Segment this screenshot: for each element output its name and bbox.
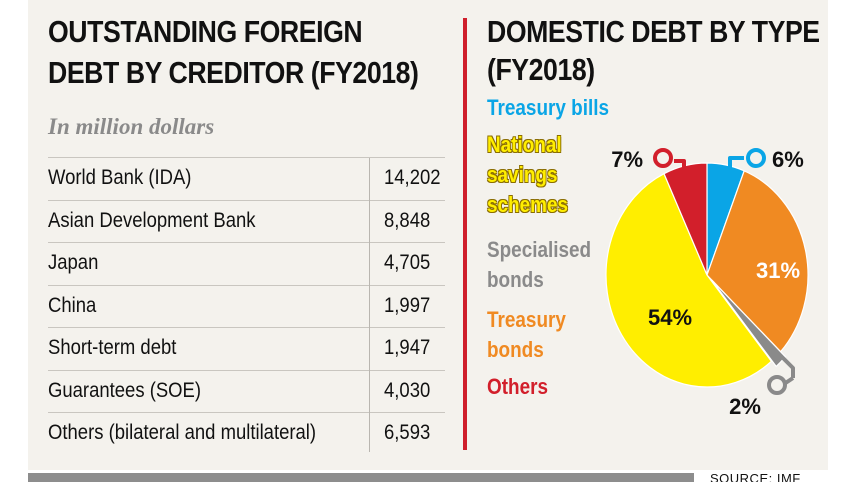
table-title-line-1: OUTSTANDING FOREIGN	[48, 14, 363, 49]
legend-label: bonds	[487, 267, 544, 292]
legend-entry: National savings schemes	[487, 130, 568, 220]
legend-entry: Treasury bills	[487, 93, 609, 123]
leader-line	[782, 376, 795, 386]
table-title-line-2: DEBT BY CREDITOR (FY2018)	[48, 55, 419, 90]
creditor-label: Guarantees (SOE)	[48, 378, 202, 402]
creditor-label: Short-term debt	[48, 336, 177, 359]
legend-label: Specialised	[487, 237, 592, 262]
legend-label: National	[487, 132, 562, 157]
table-row-divider	[48, 412, 445, 413]
creditor-value: 4,030	[384, 378, 431, 402]
creditor-value: 1,997	[384, 293, 431, 317]
table-row: World Bank (IDA) 14,202	[48, 157, 445, 199]
legend-entry: Others	[487, 372, 548, 402]
creditor-label: Others (bilateral and multilateral)	[48, 421, 317, 444]
table-row-divider	[48, 242, 445, 243]
creditor-label: World Bank (IDA)	[48, 166, 192, 189]
legend-entry: Treasury bonds	[487, 305, 566, 365]
legend-entry: Specialised bonds	[487, 235, 591, 295]
table-row: Others (bilateral and multilateral) 6,593	[48, 412, 445, 454]
table-row-divider	[48, 327, 445, 328]
table-row: China 1,997	[48, 285, 445, 327]
source-note: SOURCE: IMF	[710, 471, 801, 482]
table-row: Short-term debt 1,947	[48, 327, 445, 369]
table-row: Guarantees (SOE) 4,030	[48, 370, 445, 412]
leader-line	[674, 159, 686, 186]
slice-percent-label: 7%	[611, 147, 643, 172]
creditor-label: China	[48, 293, 97, 317]
table-column-separator	[369, 158, 370, 452]
table-row-divider	[48, 199, 445, 201]
footer-bar	[28, 473, 694, 482]
creditor-value: 8,848	[384, 208, 431, 232]
table-row-divider	[48, 157, 445, 158]
table-row-divider	[48, 369, 445, 371]
pie-slice	[706, 170, 809, 353]
creditor-value: 1,947	[384, 336, 431, 359]
slice-percent-label: 2%	[729, 394, 761, 419]
slice-percent-label: 6%	[772, 147, 804, 172]
creditor-label: Japan	[48, 251, 99, 274]
table-row-divider	[48, 284, 445, 286]
table-row: Asian Development Bank 8,848	[48, 200, 445, 242]
leader-marker	[653, 148, 673, 168]
legend-label: Treasury	[487, 307, 566, 332]
table-row: Japan 4,705	[48, 242, 445, 284]
pie-title-line-1: DOMESTIC DEBT BY TYPE	[487, 14, 820, 49]
creditor-value: 14,202	[384, 166, 441, 189]
creditor-value: 6,593	[384, 421, 431, 444]
slice-percent-label: 31%	[756, 258, 800, 283]
leader-line	[728, 156, 744, 186]
leader-line	[781, 356, 795, 378]
pie-slice	[605, 172, 773, 388]
legend-label: savings	[487, 162, 558, 187]
leader-marker	[767, 375, 787, 395]
legend-label: bonds	[487, 337, 544, 362]
creditor-value: 4,705	[384, 251, 431, 274]
legend-label: Treasury bills	[487, 95, 609, 120]
table-subtitle: In million dollars	[48, 114, 215, 139]
pie-slice	[711, 279, 787, 368]
creditor-label: Asian Development Bank	[48, 208, 256, 232]
leader-marker	[746, 148, 766, 168]
legend-label: schemes	[487, 192, 569, 217]
section-divider	[463, 18, 467, 450]
pie-title-line-2: (FY2018)	[487, 52, 595, 87]
slice-percent-label: 54%	[648, 305, 692, 330]
legend-label: Others	[487, 374, 548, 399]
